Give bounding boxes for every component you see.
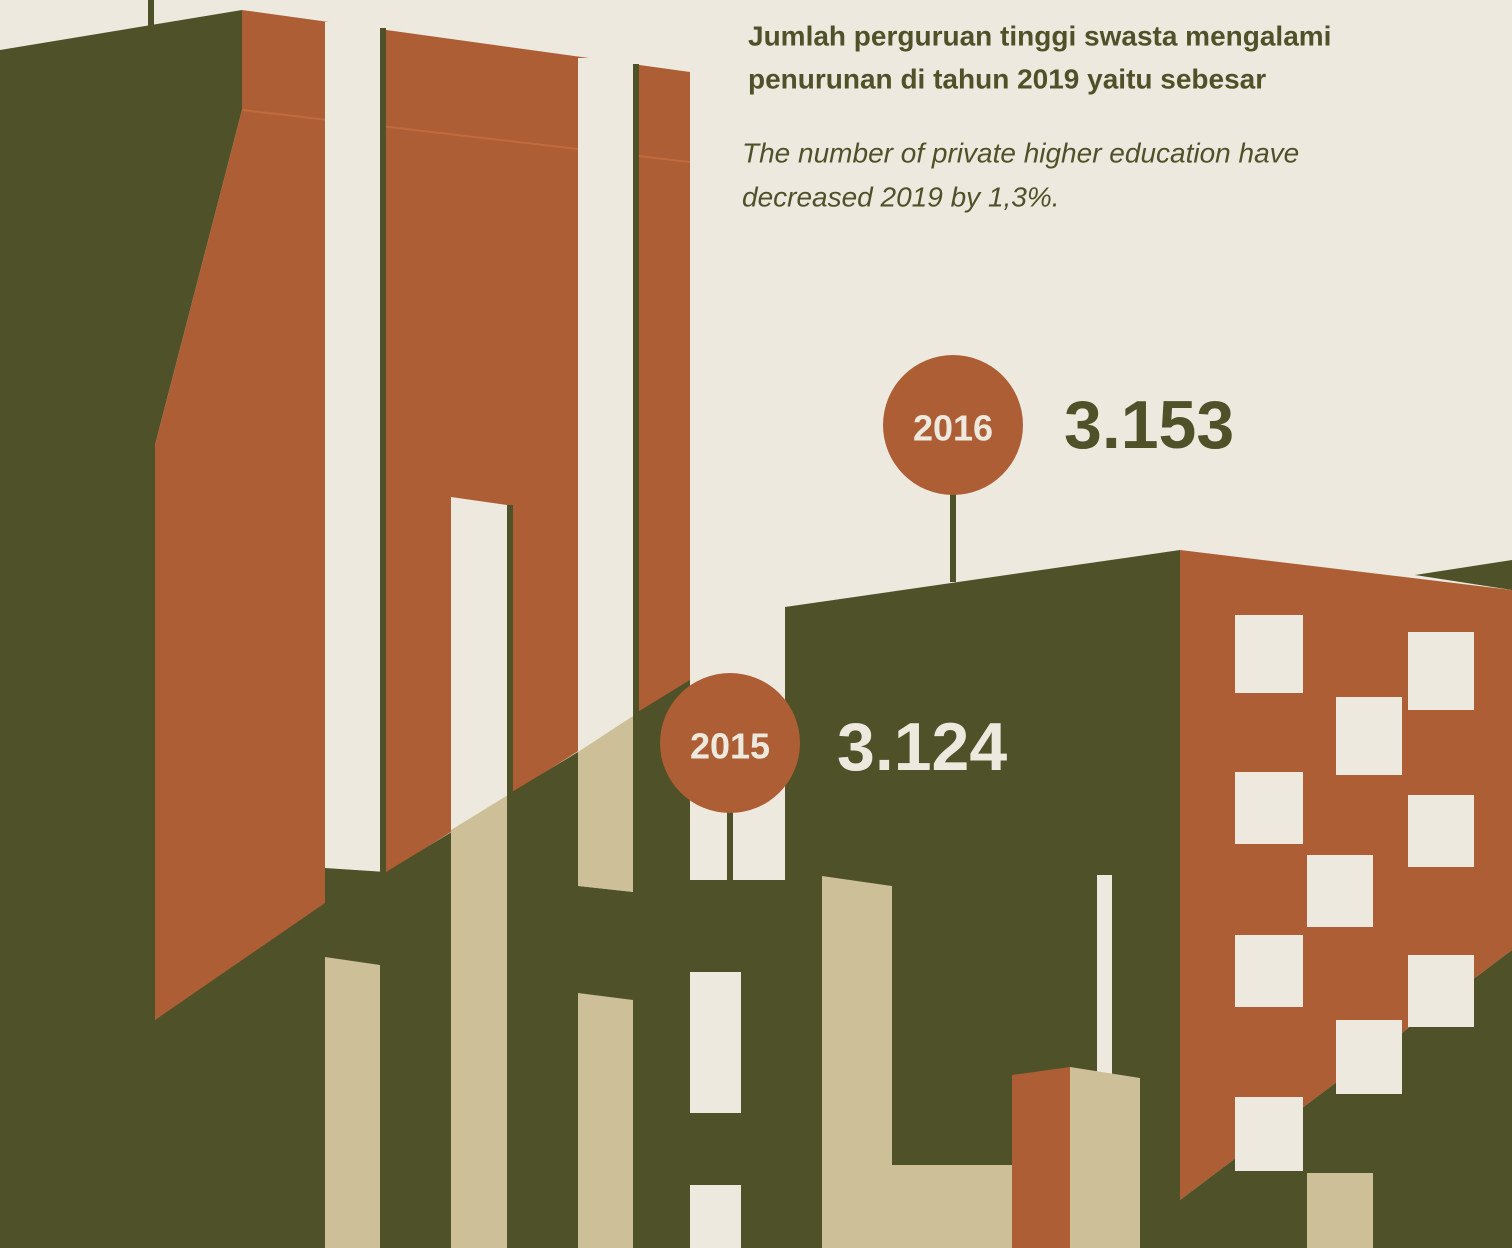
stripe-shadow bbox=[507, 505, 513, 840]
pillar bbox=[822, 876, 892, 1248]
page: 2016 3.153 2015 3.124 Jumlah perguruan t… bbox=[0, 0, 1512, 1248]
subtitle: decreased 2019 by 1,3%. bbox=[742, 181, 1060, 212]
window bbox=[1235, 935, 1303, 1007]
stripe-shadow bbox=[380, 28, 386, 872]
value-label: 3.153 bbox=[1064, 387, 1234, 463]
window bbox=[1235, 1097, 1303, 1171]
headline: penurunan di tahun 2019 yaitu sebesar bbox=[748, 63, 1266, 94]
right-building bbox=[1180, 550, 1512, 1248]
window bbox=[690, 815, 785, 880]
window bbox=[1408, 632, 1474, 710]
tall-building bbox=[0, 0, 690, 1248]
value-label: 3.124 bbox=[837, 709, 1007, 785]
headline: Jumlah perguruan tinggi swasta mengalami bbox=[748, 20, 1331, 51]
window bbox=[1336, 1020, 1402, 1094]
small-block bbox=[1012, 1067, 1070, 1248]
window bbox=[1408, 955, 1474, 1027]
pole bbox=[1097, 875, 1112, 1100]
window bbox=[690, 1185, 741, 1248]
year-label: 2016 bbox=[913, 408, 993, 449]
shadow-window bbox=[1307, 1173, 1373, 1248]
subtitle: The number of private higher education h… bbox=[742, 137, 1299, 168]
pin bbox=[727, 805, 733, 880]
pin bbox=[950, 490, 956, 582]
small-block bbox=[1070, 1067, 1140, 1248]
window bbox=[1235, 772, 1303, 844]
window-stripe bbox=[451, 497, 507, 840]
window-stripe bbox=[325, 22, 380, 872]
shadow-window bbox=[578, 993, 633, 1248]
infographic: 2016 3.153 2015 3.124 Jumlah perguruan t… bbox=[0, 0, 1512, 1248]
shadow-window bbox=[325, 957, 380, 1248]
window bbox=[690, 972, 741, 1113]
window bbox=[1336, 697, 1402, 775]
window bbox=[1408, 795, 1474, 867]
year-label: 2015 bbox=[690, 726, 770, 767]
window bbox=[1307, 855, 1373, 927]
window bbox=[1235, 615, 1303, 693]
